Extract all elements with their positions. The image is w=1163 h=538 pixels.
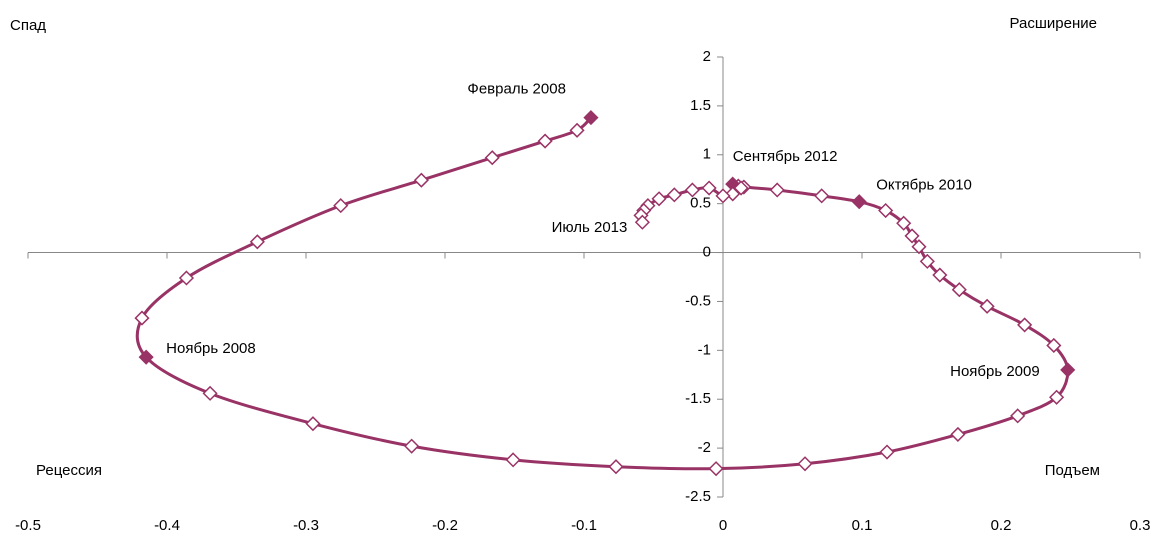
marker (484, 150, 500, 166)
marker (950, 426, 966, 442)
x-tick-label: 0.1 (852, 517, 873, 534)
marker (666, 187, 682, 203)
marker (896, 215, 912, 231)
point-label: Июль 2013 (552, 219, 628, 236)
y-tick-label: -2.5 (685, 488, 711, 505)
quadrant-label: Рецессия (36, 462, 102, 479)
marker (911, 239, 927, 255)
x-tick-label: 0.2 (991, 517, 1012, 534)
marker (814, 188, 830, 204)
marker (138, 349, 154, 365)
marker (305, 416, 321, 432)
marker (932, 267, 948, 283)
quadrant-label: Расширение (1010, 15, 1097, 32)
quadrant-label: Спад (10, 17, 46, 34)
y-tick-label: -2 (698, 439, 711, 456)
marker (178, 270, 195, 286)
marker (797, 456, 813, 472)
x-tick-label: -0.2 (432, 517, 458, 534)
marker (333, 198, 349, 214)
point-label: Февраль 2008 (467, 81, 566, 98)
marker (413, 172, 429, 188)
point-label: Ноябрь 2008 (166, 340, 256, 357)
marker (715, 188, 731, 204)
marker (1046, 337, 1062, 354)
marker (1060, 362, 1076, 378)
marker (708, 461, 724, 477)
marker (634, 214, 650, 230)
marker (684, 182, 700, 198)
marker (769, 182, 785, 198)
marker (904, 228, 920, 244)
x-tick-label: 0.3 (1130, 517, 1151, 534)
marker (134, 310, 150, 326)
x-tick-label: -0.4 (154, 517, 180, 534)
point-label: Сентябрь 2012 (733, 148, 838, 165)
marker (202, 385, 218, 401)
x-tick-label: -0.3 (293, 517, 319, 534)
marker (851, 194, 867, 210)
y-tick-label: 0 (703, 244, 711, 261)
marker (919, 253, 935, 269)
marker (651, 191, 667, 207)
point-label: Ноябрь 2009 (950, 363, 1040, 380)
y-tick-label: 0.5 (690, 195, 711, 212)
marker (1049, 389, 1065, 405)
marker (878, 202, 894, 219)
marker (404, 438, 420, 454)
marker (249, 234, 265, 250)
marker (537, 133, 553, 149)
y-tick-label: -1.5 (685, 390, 711, 407)
y-tick-label: 1 (703, 146, 711, 163)
y-tick-label: -0.5 (685, 292, 711, 309)
marker (879, 444, 895, 460)
quadrant-label: Подъем (1045, 462, 1100, 479)
x-tick-label: 0 (719, 517, 727, 534)
marker (608, 459, 624, 475)
y-tick-label: -1 (698, 341, 711, 358)
marker (701, 180, 717, 196)
marker (979, 298, 995, 314)
marker (583, 110, 599, 126)
y-tick-label: 2 (703, 48, 711, 65)
x-tick-label: -0.5 (15, 517, 41, 534)
marker (951, 282, 967, 298)
x-tick-label: -0.1 (571, 517, 597, 534)
marker (1017, 317, 1033, 333)
y-tick-label: 1.5 (690, 97, 711, 114)
marker (505, 452, 521, 468)
marker (725, 186, 741, 202)
series-line (135, 116, 1070, 471)
marker (733, 180, 749, 196)
point-label: Октябрь 2010 (876, 177, 972, 194)
marker (569, 122, 585, 138)
marker (1010, 408, 1026, 424)
